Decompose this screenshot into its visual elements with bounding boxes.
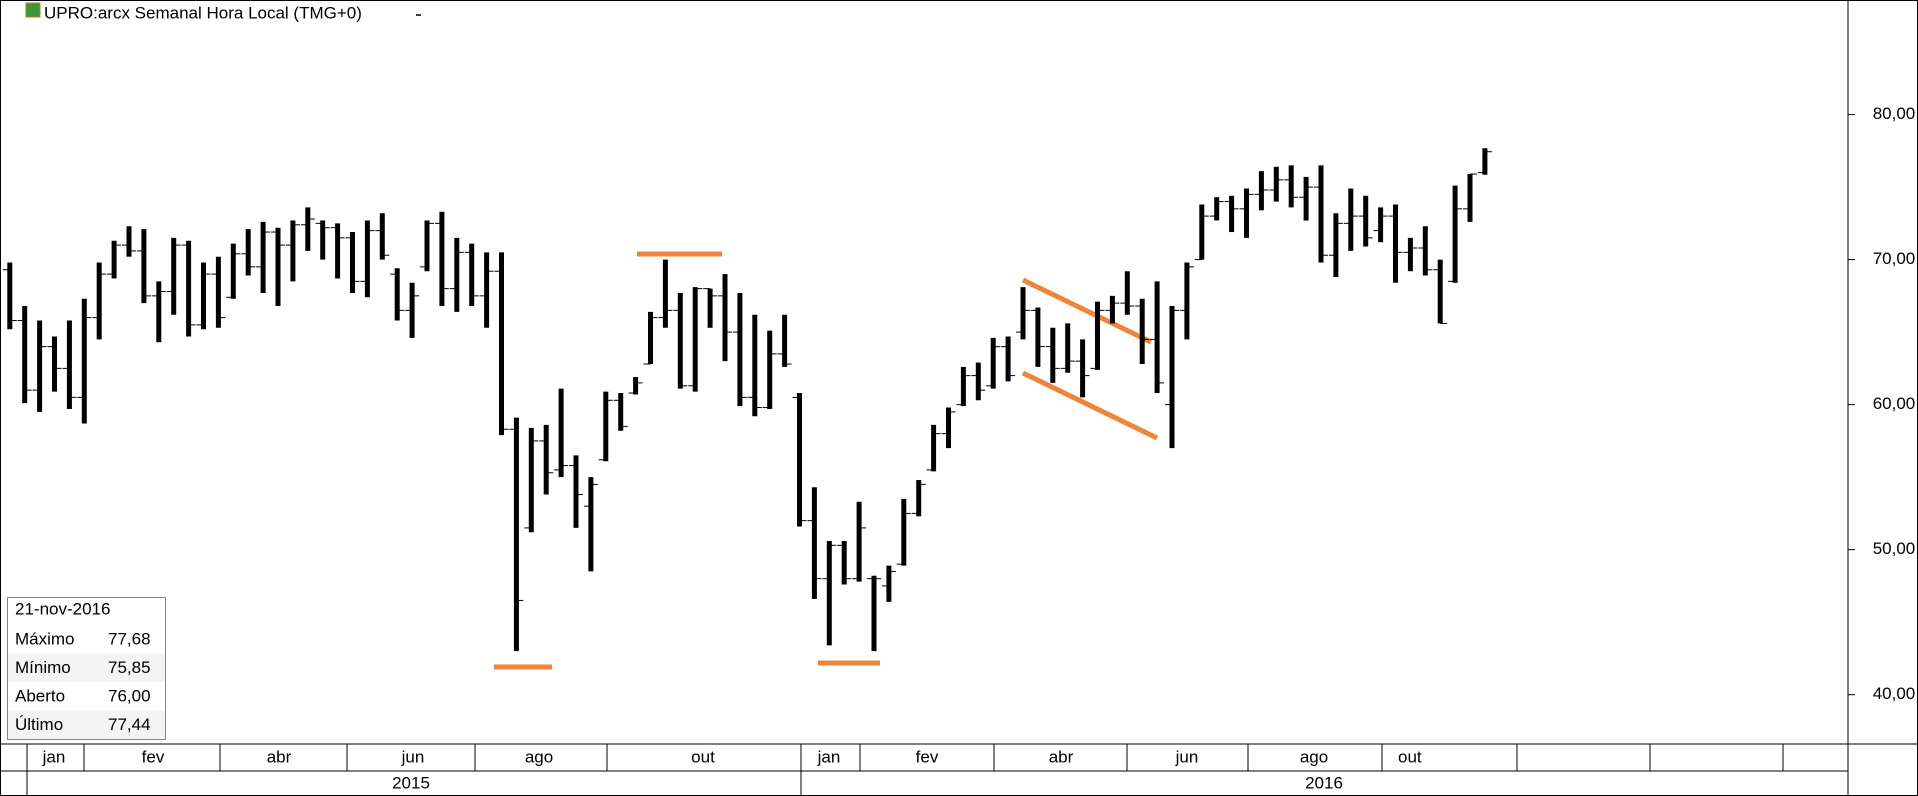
info-value: 76,00 — [108, 686, 151, 705]
month-label: fev — [142, 747, 165, 766]
info-label: Mínimo — [15, 658, 71, 677]
year-label: 2016 — [1305, 773, 1343, 792]
month-label: out — [691, 747, 715, 766]
year-label: 2015 — [392, 773, 430, 792]
month-label: ago — [525, 747, 553, 766]
info-row — [8, 710, 165, 739]
info-label: Máximo — [15, 629, 75, 648]
y-tick-label: 40,00 — [1873, 684, 1916, 703]
month-label: out — [1398, 747, 1422, 766]
icon — [25, 2, 41, 18]
y-tick-label: 80,00 — [1873, 104, 1916, 123]
info-value: 75,85 — [108, 658, 151, 677]
month-label: abr — [267, 747, 292, 766]
chart-title[interactable]: UPRO:arcx Semanal Hora Local (TMG+0) — [44, 3, 362, 22]
info-date: 21-nov-2016 — [15, 599, 110, 618]
info-row — [8, 625, 165, 654]
info-row — [8, 682, 165, 711]
info-value: 77,44 — [108, 715, 151, 734]
month-label: jun — [1175, 747, 1199, 766]
month-label: abr — [1049, 747, 1074, 766]
info-label: Aberto — [15, 686, 65, 705]
month-label: jan — [817, 747, 841, 766]
annotation-line — [1021, 277, 1153, 345]
y-tick-label: 50,00 — [1873, 539, 1916, 558]
y-tick-label: 60,00 — [1873, 394, 1916, 413]
annotation-line — [1021, 370, 1159, 441]
month-label: jan — [42, 747, 66, 766]
info-row — [8, 653, 165, 682]
info-label: Último — [15, 715, 63, 734]
month-label: fev — [916, 747, 939, 766]
y-tick-label: 70,00 — [1873, 249, 1916, 268]
month-label: ago — [1300, 747, 1328, 766]
info-value: 77,68 — [108, 629, 151, 648]
info-box: 21-nov-2016 Máximo 77,68 Mínimo 75,85 Aberto… — [7, 597, 166, 740]
month-label: jun — [401, 747, 425, 766]
